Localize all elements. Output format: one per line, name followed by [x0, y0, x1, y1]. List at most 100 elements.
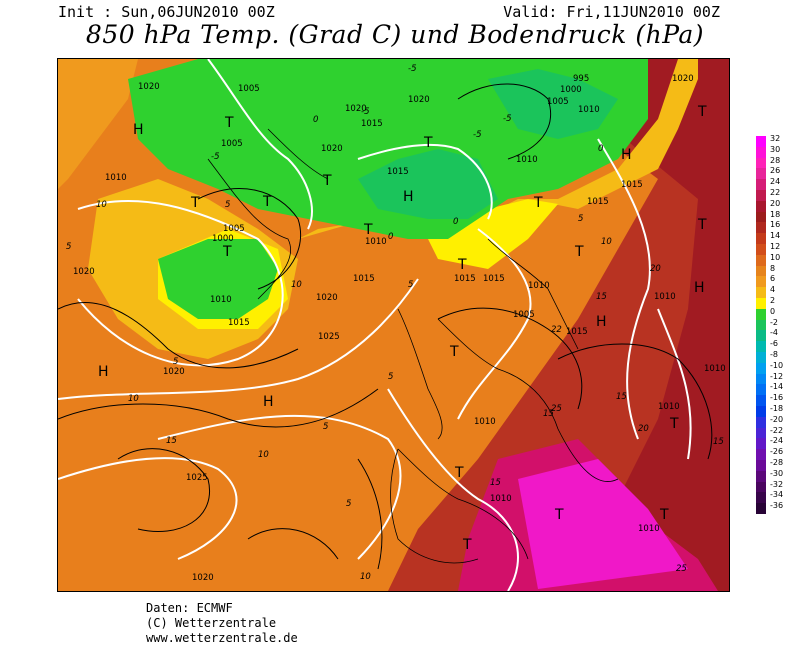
isobar-label: 1010	[654, 292, 676, 302]
temperature-labels: -5 -5 -5 -5 -5 0 0 0 0 5 5 5 5 5 5 5 5 1…	[66, 64, 724, 582]
scale-swatch	[756, 330, 766, 342]
pressure-center: T	[669, 416, 679, 432]
scale-swatch	[756, 233, 766, 244]
scale-swatch	[756, 136, 766, 147]
temp-label: 5	[408, 280, 413, 290]
temp-label: 22	[551, 325, 562, 335]
temp-label: 10	[291, 280, 302, 290]
isobar-label: 1015	[566, 327, 588, 337]
scale-label: 30	[770, 144, 781, 154]
scale-swatch	[756, 276, 766, 288]
scale-label: -8	[770, 350, 778, 359]
temp-label: 10	[601, 237, 612, 247]
isobar-label: 1005	[513, 310, 535, 320]
scale-label: 16	[770, 220, 781, 230]
pressure-center: H	[621, 147, 632, 163]
pressure-center: T	[697, 217, 707, 233]
scale-label: -18	[770, 404, 784, 413]
isobar-label: 1025	[318, 332, 340, 342]
temp-label: 5	[578, 214, 583, 224]
scale-swatch	[756, 189, 766, 201]
pressure-center: T	[322, 173, 332, 189]
pressure-center: H	[403, 189, 414, 205]
pressure-center: T	[697, 104, 707, 120]
isobar-label: 1015	[361, 119, 383, 129]
scale-swatch	[756, 470, 766, 482]
scale-swatch	[756, 427, 766, 439]
temp-label: 25	[676, 564, 687, 574]
scale-swatch	[756, 481, 766, 493]
pressure-center: H	[694, 280, 705, 296]
scale-swatch	[756, 351, 766, 363]
pressure-center: T	[457, 257, 467, 273]
isobar-label: 1010	[105, 173, 127, 183]
pressure-center: T	[423, 135, 433, 151]
scale-swatch	[756, 449, 766, 460]
temperature-field	[58, 59, 729, 591]
isobar-labels: 1020 1005 1005 1000 995 1010 1005 1010 1…	[73, 74, 726, 583]
temp-label: -5	[473, 130, 481, 140]
temp-label: 15	[713, 437, 724, 447]
scale-swatch	[756, 362, 766, 374]
scale-label: 22	[770, 188, 781, 197]
scale-swatch	[756, 146, 766, 158]
temp-label: -5	[408, 64, 416, 74]
scale-label: -22	[770, 425, 784, 435]
isobar-label: 1020	[345, 104, 367, 114]
scale-label: -10	[770, 360, 784, 370]
isobar-label: 1020	[192, 573, 214, 583]
scale-swatch	[756, 179, 766, 190]
pressure-center: T	[190, 195, 200, 211]
scale-label: -4	[770, 328, 778, 338]
temp-label: 20	[638, 424, 649, 434]
scale-label: 0	[770, 306, 776, 316]
scale-label: -26	[770, 447, 784, 457]
temp-label: 15	[596, 292, 607, 302]
scale-label: -24	[770, 436, 784, 446]
scale-swatch	[756, 222, 766, 234]
scale-label: -6	[770, 339, 778, 349]
scale-swatch	[756, 211, 766, 223]
credit-data: Daten: ECMWF	[146, 601, 233, 615]
temp-label: 5	[323, 422, 328, 432]
scale-label: 24	[770, 177, 781, 187]
isobar-label: 1015	[454, 274, 476, 284]
pressure-center: T	[363, 222, 373, 238]
init-time: Init : Sun,06JUN2010 00Z	[58, 3, 275, 21]
scale-swatch	[756, 416, 766, 428]
isobar-label: 1015	[621, 180, 643, 190]
temperature-isolines	[58, 59, 692, 591]
scale-label: 12	[770, 242, 781, 251]
scale-swatch	[756, 319, 766, 331]
temp-label: 25	[551, 404, 562, 414]
temp-label: -5	[361, 107, 369, 117]
temp-label: 5	[66, 242, 71, 252]
temp-label: 5	[173, 357, 178, 367]
scale-label: 8	[770, 263, 776, 273]
temp-label: 0	[453, 217, 458, 227]
scale-swatch	[756, 405, 766, 417]
scale-swatch	[756, 308, 766, 320]
credit-url[interactable]: www.wetterzentrale.de	[146, 631, 298, 645]
temp-label: 10	[360, 572, 371, 582]
isobar-label: 1010	[365, 237, 387, 247]
credit-copyright: (C) Wetterzentrale	[146, 616, 277, 630]
scale-swatch	[756, 492, 766, 504]
pressure-center: H	[596, 314, 607, 330]
isobar-label: 1015	[353, 274, 375, 284]
scale-label: 2	[770, 296, 776, 305]
isobar-label: 1005	[223, 224, 245, 234]
scale-label: -30	[770, 468, 784, 478]
isobar-label: 1010	[638, 524, 660, 534]
temp-label: -5	[211, 152, 219, 162]
scale-label: 14	[770, 231, 781, 241]
isobar-label: 1010	[658, 402, 680, 412]
isobar-label: 1020	[138, 82, 160, 92]
temp-label: 15	[490, 478, 501, 488]
isobar-label: 1010	[474, 417, 496, 427]
scale-label: -32	[770, 479, 784, 489]
pressure-center: H	[98, 364, 109, 380]
temp-label: 15	[616, 392, 627, 402]
scale-label: -2	[770, 317, 778, 327]
isobar-label: 1020	[316, 293, 338, 303]
